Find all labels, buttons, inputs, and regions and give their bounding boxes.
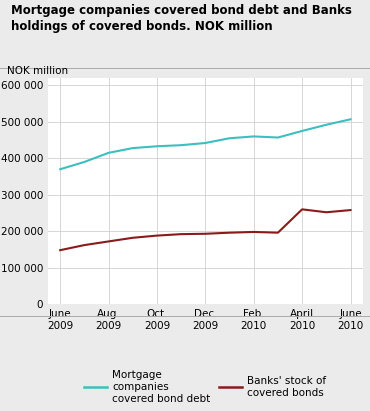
Text: Mortgage companies covered bond debt and Banks
holdings of covered bonds. NOK mi: Mortgage companies covered bond debt and… (11, 4, 352, 33)
Text: NOK million: NOK million (7, 66, 68, 76)
Legend: Mortgage
companies
covered bond debt, Banks' stock of
covered bonds: Mortgage companies covered bond debt, Ba… (84, 370, 326, 404)
